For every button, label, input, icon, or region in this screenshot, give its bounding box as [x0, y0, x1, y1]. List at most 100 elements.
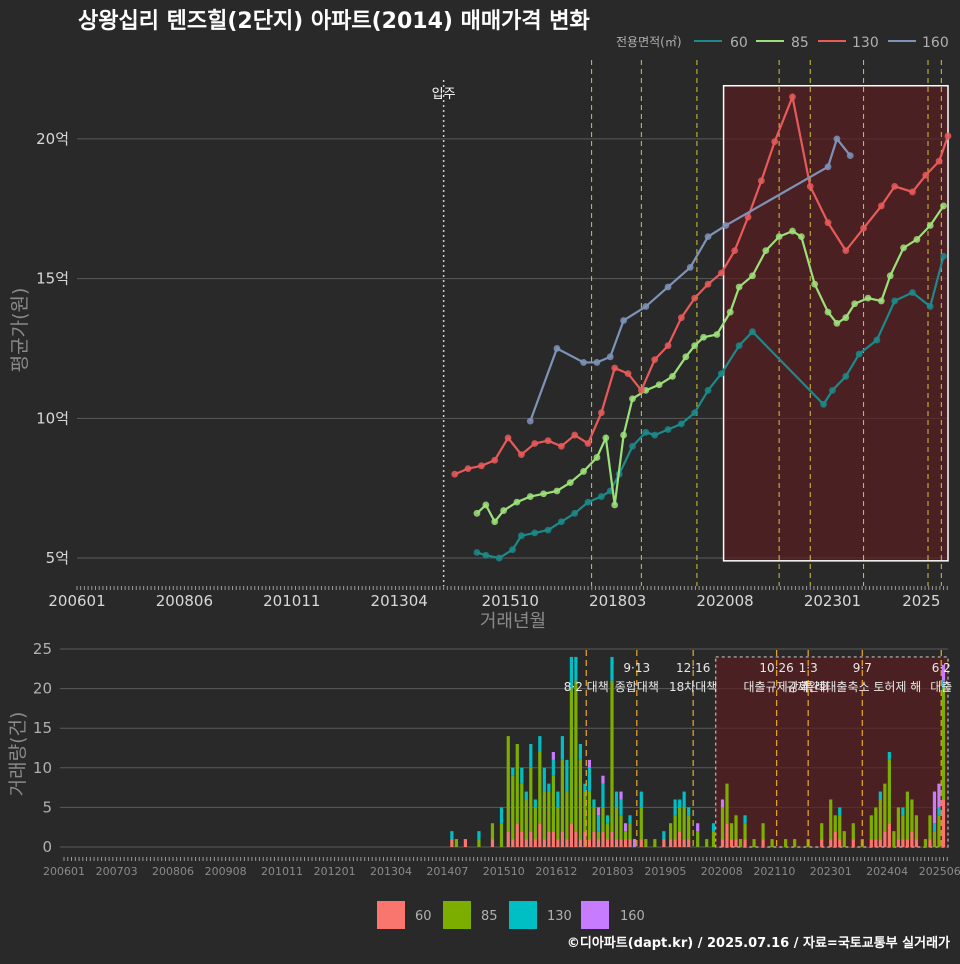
volume-bar-85 — [678, 807, 682, 832]
volume-bar-60 — [524, 839, 528, 847]
data-point-85 — [735, 283, 743, 291]
volume-bar-85 — [587, 791, 592, 840]
volume-bar-130 — [662, 831, 666, 840]
data-point-60 — [642, 428, 650, 436]
volume-bar-85 — [784, 839, 788, 847]
volume-x-tick-label: 201011 — [261, 865, 303, 878]
price-x-tick-label: 200806 — [156, 592, 213, 610]
volume-x-tick-label: 202404 — [866, 865, 908, 878]
volume-bar-130 — [887, 751, 891, 760]
volume-bar-85 — [705, 839, 709, 847]
volume-bar-60 — [533, 839, 537, 847]
data-point-130 — [824, 219, 832, 227]
data-point-85 — [824, 308, 832, 316]
data-point-60 — [717, 370, 725, 377]
legend-label-160: 160 — [922, 35, 949, 51]
volume-bar-85 — [892, 831, 896, 847]
data-point-130 — [451, 470, 459, 478]
data-point-130 — [877, 202, 885, 210]
bottom-legend-label-160: 160 — [620, 909, 645, 924]
volume-bar-130 — [628, 815, 632, 824]
volume-bar-85 — [542, 791, 546, 840]
volume-bar-85 — [533, 807, 537, 840]
volume-bar-130 — [524, 791, 528, 800]
data-point-60 — [677, 420, 685, 428]
bottom-legend-swatch-160 — [581, 901, 609, 929]
volume-y-tick-label: 10 — [33, 759, 52, 777]
volume-y-tick-label: 25 — [33, 640, 52, 658]
price-chart: 5억 10억 15억 20억 200601 200806 201011 201304 20151… — [36, 60, 952, 610]
volume-bar-60 — [941, 799, 946, 847]
volume-y-tick-label: 15 — [33, 719, 52, 737]
data-point-130 — [691, 294, 699, 302]
data-point-85 — [877, 297, 885, 305]
volume-bar-85 — [734, 815, 738, 840]
volume-bar-85 — [551, 775, 555, 832]
volume-bar-60 — [829, 839, 833, 847]
data-point-160 — [606, 353, 614, 361]
volume-bar-130 — [450, 831, 454, 840]
data-point-130 — [611, 364, 619, 372]
price-x-tick-label: 201510 — [482, 592, 539, 610]
data-point-160 — [620, 317, 627, 324]
volume-bar-85 — [851, 823, 855, 840]
volume-bar-85 — [910, 799, 914, 832]
data-point-85 — [566, 479, 574, 486]
data-point-85 — [713, 331, 721, 338]
legend-title: 전용면적(㎡) — [616, 35, 682, 49]
data-point-85 — [620, 431, 627, 439]
data-point-85 — [797, 233, 805, 241]
data-point-85 — [886, 272, 894, 280]
volume-y-tick-label: 20 — [33, 680, 52, 698]
data-point-60 — [517, 532, 525, 540]
volume-x-tick-label: 201510 — [483, 865, 525, 878]
volume-bar-160 — [937, 783, 941, 808]
volume-bar-60 — [682, 839, 686, 847]
volume-bar-60 — [639, 839, 643, 847]
volume-bar-85 — [761, 823, 765, 840]
chart-title: 상왕십리 텐즈힐(2단지) 아파트(2014) 매매가격 변화 — [78, 9, 590, 34]
volume-x-tick-label: 201803 — [592, 865, 634, 878]
policy-name-label: 종합대책 — [615, 679, 659, 694]
data-point-130 — [806, 182, 814, 190]
data-point-60 — [597, 493, 605, 500]
data-point-60 — [909, 289, 916, 296]
volume-bar-130 — [477, 831, 481, 840]
data-point-160 — [824, 163, 832, 171]
bottom-legend-label-85: 85 — [481, 909, 498, 924]
policy-date-label: 1·3 — [799, 661, 818, 675]
volume-bar-160 — [941, 664, 946, 681]
volume-bar-85 — [569, 688, 573, 824]
volume-bar-85 — [644, 839, 648, 847]
volume-bar-130 — [937, 807, 941, 816]
data-point-130 — [789, 93, 796, 101]
data-point-60 — [829, 386, 836, 394]
volume-bar-130 — [583, 783, 587, 792]
legend-label-85: 85 — [791, 35, 809, 51]
price-y-axis-label: 평균가(원) — [9, 288, 31, 373]
volume-bar-85 — [653, 839, 657, 847]
volume-bar-130 — [901, 807, 905, 816]
volume-bar-130 — [743, 815, 747, 824]
policy-name-label: 대출규제강화 — [743, 680, 809, 694]
data-point-60 — [735, 342, 743, 350]
volume-bar-60 — [678, 831, 682, 847]
data-point-85 — [900, 244, 907, 252]
volume-bar-60 — [883, 831, 887, 847]
volume-bar-130 — [565, 759, 569, 792]
volume-bar-85 — [883, 783, 887, 832]
volume-x-tick-label: 202506 — [919, 865, 960, 878]
data-point-85 — [940, 202, 947, 210]
volume-bar-60 — [450, 839, 454, 847]
data-point-85 — [775, 233, 783, 241]
data-point-160 — [593, 359, 601, 366]
volume-bar-130 — [932, 823, 937, 832]
data-point-85 — [473, 509, 481, 517]
volume-bar-85 — [937, 815, 941, 847]
data-point-85 — [602, 434, 610, 442]
volume-bar-160 — [720, 799, 725, 808]
volume-bar-60 — [569, 823, 573, 847]
data-point-60 — [926, 303, 934, 310]
data-point-60 — [509, 546, 516, 554]
volume-bar-130 — [687, 807, 691, 816]
